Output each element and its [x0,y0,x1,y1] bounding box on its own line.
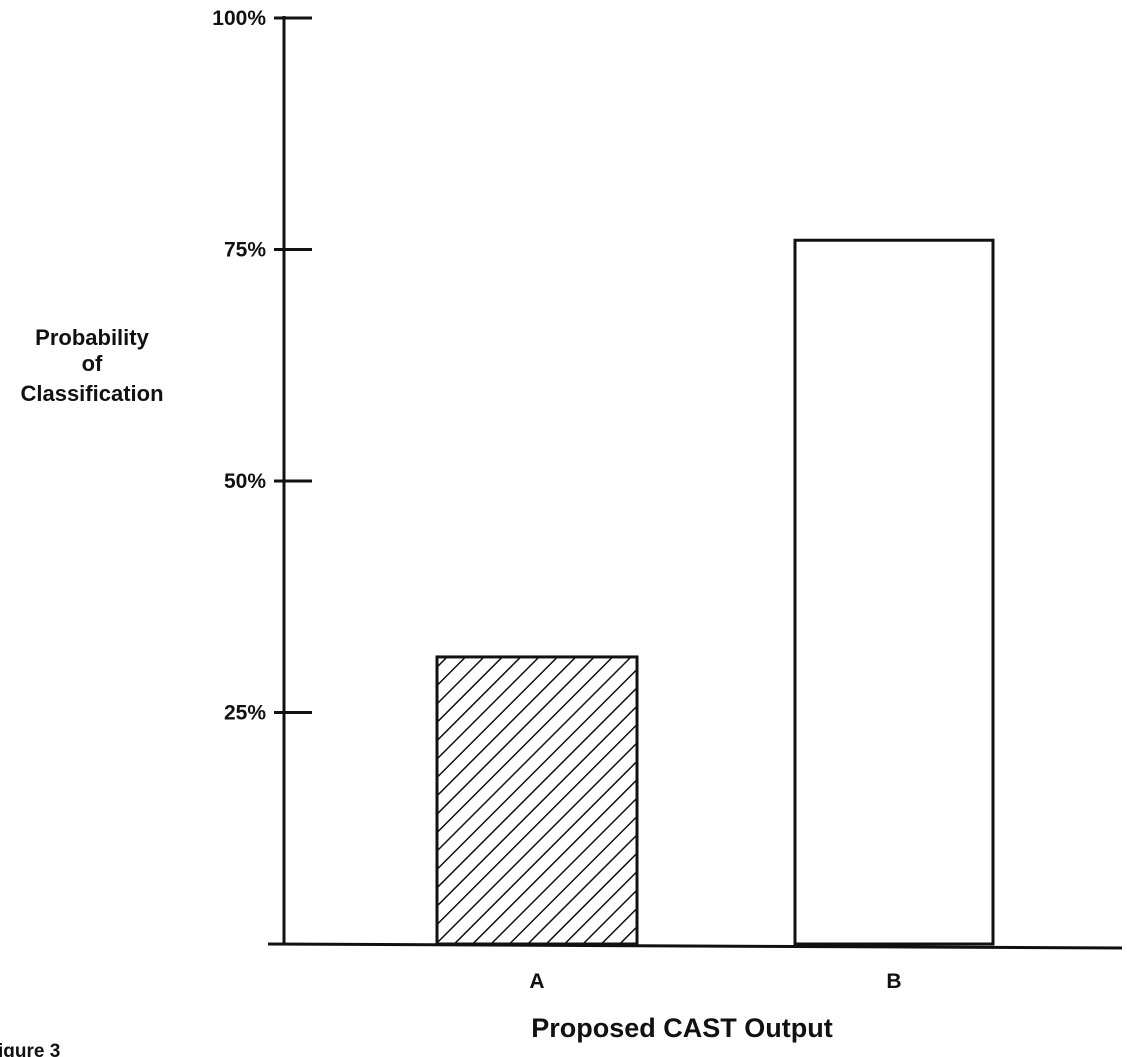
x-axis-line [267,942,1123,950]
y-axis-label-line-3: Classification [20,381,163,406]
y-tick-label: 75% [224,239,266,262]
bar-B [793,238,995,946]
figure-caption: igure 3 [0,1041,60,1057]
category-label-A: A [529,970,544,993]
y-axis-label-line-1: Probability [35,325,149,350]
y-axis-ticks: 25% 50% 75% 100% [212,7,312,725]
y-axis-label-line-2: of [82,351,103,376]
y-tick-label: 25% [224,702,266,725]
x-axis-label: Proposed CAST Output [531,1013,832,1043]
y-tick-label: 100% [212,7,266,30]
y-tick-label: 50% [224,470,266,493]
bars-group [435,238,995,946]
category-label-B: B [886,970,901,993]
bar-A [435,655,639,946]
